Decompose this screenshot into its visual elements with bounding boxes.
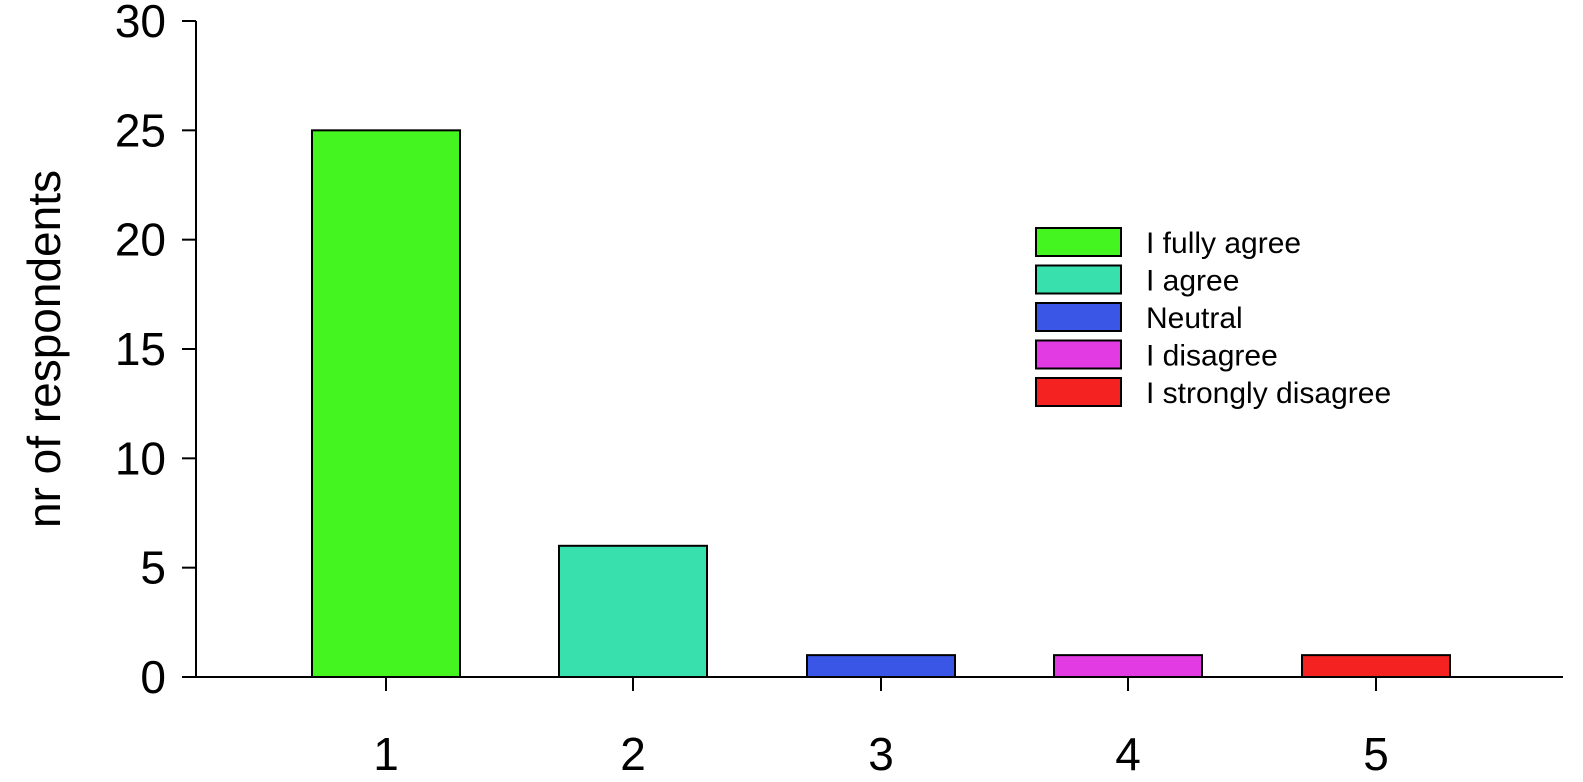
bar-4 [1053,654,1203,679]
legend-label: I disagree [1146,340,1278,373]
x-tick-label: 1 [373,728,399,780]
x-tick-label: 3 [868,728,894,780]
y-tick-label: 15 [115,323,166,375]
x-tick-label: 5 [1363,728,1389,780]
y-tick-label: 30 [115,0,166,47]
bar-1 [311,129,461,679]
legend-label: I agree [1146,265,1239,298]
legend-swatch [1035,227,1122,257]
legend-label: I fully agree [1146,227,1301,260]
y-tick-label: 20 [115,214,166,266]
legend-label: I strongly disagree [1146,377,1391,410]
bar-2 [558,544,708,678]
x-tick-label: 4 [1115,728,1141,780]
legend-swatch [1035,264,1122,295]
bar-3 [806,654,956,679]
legend-swatch [1035,302,1122,332]
y-tick-label: 25 [115,104,166,156]
legend-swatch [1035,339,1122,370]
bars [311,129,1451,679]
y-axis: 0 5 10 15 20 25 30 [115,0,197,703]
x-tick-label: 2 [620,728,646,780]
y-tick-label: 0 [140,651,166,703]
legend-label: Neutral [1146,302,1243,335]
y-tick-label: 10 [115,432,166,484]
legend-swatch [1035,377,1122,407]
legend: I fully agree I agree Neutral I disagree I s… [1035,227,1391,410]
bar-5 [1301,654,1451,679]
y-tick-label: 5 [140,542,166,594]
x-axis: 1 2 3 4 5 [196,676,1563,780]
y-axis-title: nr of respondents [18,170,70,528]
